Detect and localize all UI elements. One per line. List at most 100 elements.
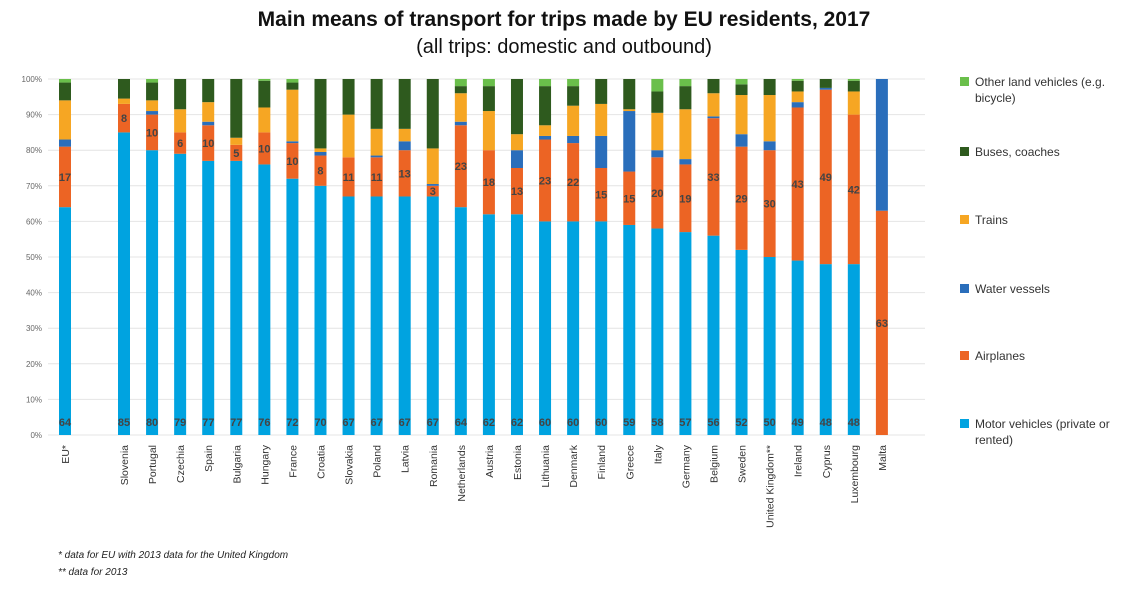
bar-segment	[679, 86, 692, 110]
bar-segment	[314, 155, 327, 186]
data-label: 13	[399, 168, 411, 180]
x-tick-label: Austria	[484, 445, 496, 478]
bar-segment	[454, 79, 467, 87]
bar-segment	[174, 109, 187, 133]
bar-segment	[510, 134, 523, 151]
bar-segment	[510, 79, 523, 135]
bar-segment	[146, 82, 159, 101]
footnote-1: * data for EU with 2013 data for the Uni…	[58, 550, 289, 561]
data-label: 67	[427, 417, 439, 429]
y-tick-label: 20%	[26, 360, 42, 369]
x-tick-label: Lithuania	[540, 445, 552, 488]
bar-segment	[567, 221, 580, 435]
bar-segment	[679, 109, 692, 160]
y-tick-label: 40%	[26, 289, 42, 298]
data-label: 79	[174, 417, 186, 429]
data-label: 62	[483, 417, 495, 429]
bar-segment	[118, 103, 130, 133]
bar-segment	[791, 80, 804, 92]
bar-segment	[258, 164, 271, 435]
bar-segment	[679, 159, 692, 165]
data-label: 8	[121, 113, 127, 125]
y-tick-label: 0%	[30, 431, 42, 440]
bar-segment	[595, 135, 608, 168]
bar-segment	[454, 207, 467, 435]
bar-segment	[847, 79, 860, 81]
data-label: 60	[539, 417, 551, 429]
bar-segment	[791, 79, 804, 81]
data-label: 57	[679, 417, 691, 429]
data-label: 22	[567, 177, 579, 189]
data-label: 67	[371, 417, 383, 429]
bar-segment	[510, 168, 523, 215]
bar-segment	[314, 148, 327, 152]
footnote-2: ** data for 2013	[58, 567, 128, 578]
data-label: 18	[483, 177, 495, 189]
bar-segment	[146, 79, 159, 83]
legend-item: Other land vehicles (e.g. bicycle)	[960, 74, 1125, 106]
data-label: 64	[455, 417, 468, 429]
data-label: 15	[623, 193, 635, 205]
bar-segment	[454, 121, 467, 126]
bar-segment	[258, 80, 271, 108]
data-label: 67	[399, 417, 411, 429]
bar-segment	[118, 98, 130, 104]
bar-segment	[230, 160, 243, 435]
bar-segment	[623, 224, 636, 435]
bar-segment	[763, 150, 776, 257]
data-label: 23	[539, 175, 551, 187]
bar-segment	[623, 171, 636, 225]
bar-segment	[118, 79, 130, 99]
data-label: 62	[511, 417, 523, 429]
bar-segment	[230, 144, 243, 161]
bar-segment	[370, 196, 383, 435]
bar-segment	[230, 79, 243, 138]
bar-segment	[342, 114, 355, 158]
bar-segment	[567, 86, 580, 106]
legend-swatch	[960, 351, 969, 360]
bar-segment	[707, 79, 720, 94]
data-label: 23	[455, 161, 467, 173]
bar-segment	[59, 100, 71, 140]
bar-segment	[426, 184, 439, 186]
bar-segment	[819, 89, 832, 265]
bar-segment	[286, 141, 299, 144]
bar-segment	[314, 151, 327, 156]
legend-item: Airplanes	[960, 348, 1125, 364]
bar-segment	[59, 139, 71, 147]
x-tick-label: Malta	[877, 445, 889, 471]
bar-segment	[567, 143, 580, 222]
x-tick-label: Luxembourg	[849, 445, 861, 504]
data-label: 43	[792, 179, 804, 191]
legend-swatch	[960, 77, 969, 86]
data-label: 64	[59, 417, 72, 429]
y-tick-label: 100%	[22, 75, 42, 84]
bar-segment	[791, 91, 804, 103]
data-label: 29	[735, 193, 747, 205]
legend-swatch	[960, 215, 969, 224]
bar-segment	[286, 89, 299, 142]
bar-segment	[679, 232, 692, 435]
data-label: 20	[651, 188, 663, 200]
bar-segment	[847, 80, 860, 92]
data-label: 10	[202, 138, 214, 150]
bar-segment	[59, 82, 71, 101]
bar-segment	[286, 178, 299, 435]
legend-item: Trains	[960, 212, 1125, 228]
legend-label: Trains	[975, 213, 1008, 227]
bar-segment	[174, 153, 187, 435]
bar-segment	[763, 141, 776, 151]
x-tick-label: Romania	[428, 445, 440, 487]
data-label: 58	[651, 417, 663, 429]
y-tick-label: 50%	[26, 253, 42, 262]
data-label: 60	[567, 417, 579, 429]
x-tick-label: Poland	[372, 445, 384, 478]
data-label: 10	[146, 127, 158, 139]
bar-segment	[595, 79, 608, 104]
legend-item: Water vessels	[960, 281, 1125, 297]
bar-segment	[595, 168, 608, 222]
bar-segment	[342, 157, 355, 197]
bar-segment	[426, 196, 439, 435]
bar-segment	[735, 84, 748, 96]
bar-segment	[707, 235, 720, 435]
